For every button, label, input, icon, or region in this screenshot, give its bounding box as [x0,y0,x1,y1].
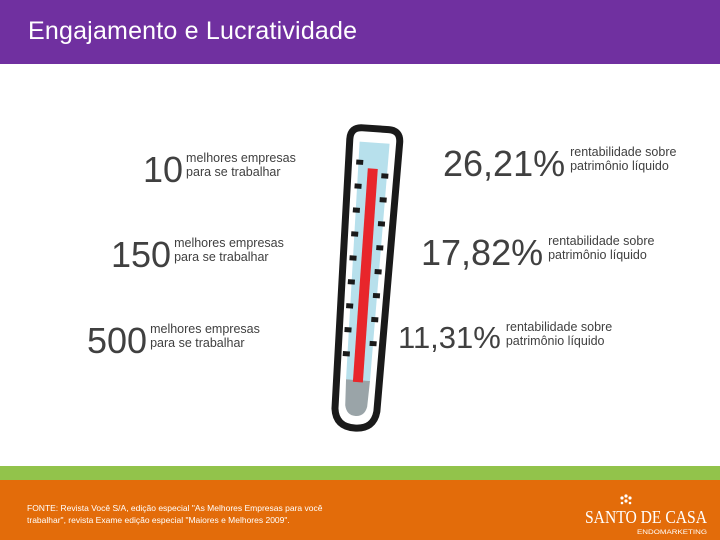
logo-tagline: ENDOMARKETING [637,530,707,536]
roe-label: rentabilidade sobre patrimônio líquido [506,320,612,348]
roe-label: rentabilidade sobre patrimônio líquido [548,234,654,262]
rank-stat-top500: 500 melhores empresas para se trabalhar [87,320,260,361]
thermometer-icon [331,124,404,432]
roe-stat-top10: 26,21% rentabilidade sobre patrimônio lí… [443,143,676,184]
roe-label-line1: rentabilidade sobre [548,234,655,248]
rank-label-line1: melhores empresas [186,151,296,165]
footer-accent-strip [0,466,720,480]
rank-stat-top150: 150 melhores empresas para se trabalhar [111,234,284,275]
roe-value: 26,21% [443,143,566,184]
rank-label: melhores empresas para se trabalhar [186,151,296,179]
rank-label: melhores empresas para se trabalhar [150,322,260,350]
source-note: FONTE: Revista Você S/A, edição especial… [27,503,323,525]
page-title: Engajamento e Lucratividade [28,17,358,45]
roe-stat-top500: 11,31% rentabilidade sobre patrimônio lí… [398,320,612,355]
roe-label-line2: patrimônio líquido [548,248,647,262]
rank-label-line1: melhores empresas [150,322,260,336]
roe-value: 11,31% [398,320,501,355]
roe-label-line1: rentabilidade sobre [570,145,677,159]
rank-number: 150 [111,234,172,275]
rank-label-line1: melhores empresas [174,236,284,250]
roe-stat-top150: 17,82% rentabilidade sobre patrimônio lí… [421,232,654,273]
roe-label-line1: rentabilidade sobre [505,319,613,334]
rank-label-line2: para se trabalhar [150,336,245,350]
roe-label-line2: patrimônio líquido [570,159,669,173]
rank-label-line2: para se trabalhar [174,250,269,264]
roe-label: rentabilidade sobre patrimônio líquido [570,145,676,173]
rank-label-line2: para se trabalhar [186,165,281,179]
roe-label-line2: patrimônio líquido [505,333,605,348]
title-bar: Engajamento e Lucratividade [0,0,720,64]
logo-text: SANTO DE CASA [585,507,707,527]
rank-stat-top10: 10 melhores empresas para se trabalhar [143,149,296,190]
roe-value: 17,82% [421,232,544,273]
rank-number: 500 [87,320,148,361]
footer-bar [0,480,720,540]
rank-label: melhores empresas para se trabalhar [174,236,284,264]
rank-number: 10 [143,149,184,190]
santo-de-casa-logo: SANTO DE CASA ENDOMARKETING [585,494,707,536]
